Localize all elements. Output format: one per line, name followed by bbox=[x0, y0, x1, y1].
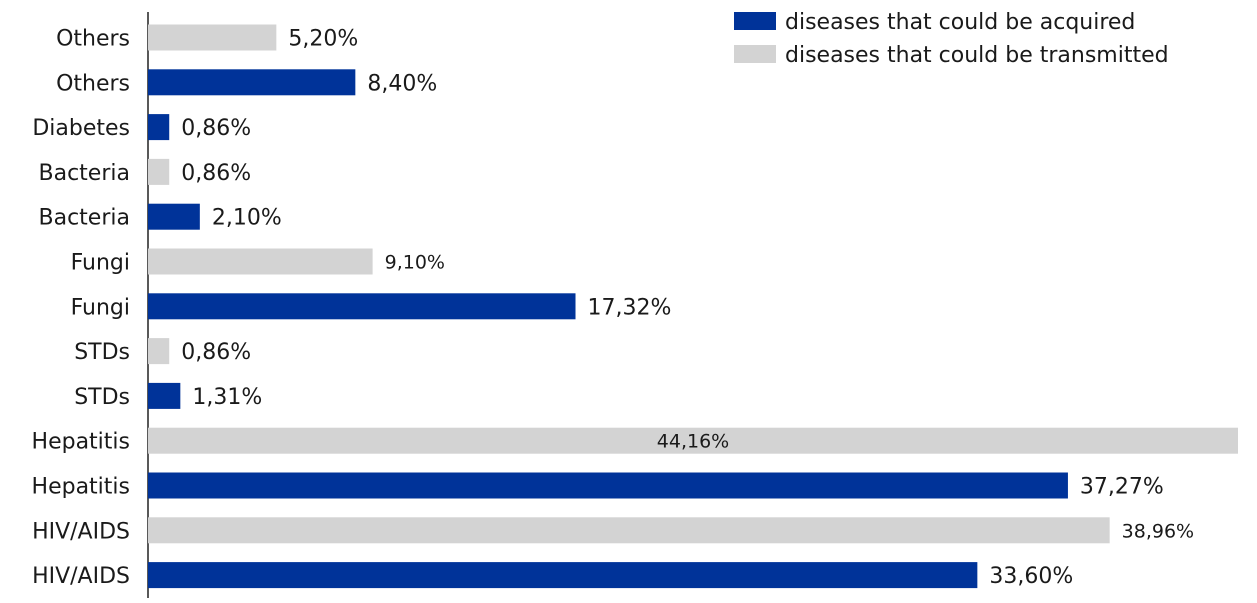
bar-transmitted bbox=[148, 248, 373, 275]
category-label: Bacteria bbox=[39, 206, 130, 231]
category-label: Hepatitis bbox=[32, 430, 130, 455]
value-label: 17,32% bbox=[588, 295, 672, 320]
category-label: STDs bbox=[74, 340, 130, 365]
bar-acquired bbox=[148, 472, 1068, 499]
value-label: 44,16% bbox=[657, 431, 729, 453]
category-label: Others bbox=[56, 71, 130, 96]
category-label: HIV/AIDS bbox=[32, 519, 130, 544]
legend-label: diseases that could be transmitted bbox=[785, 43, 1169, 68]
value-label: 33,60% bbox=[989, 564, 1073, 589]
bar-transmitted bbox=[148, 427, 1238, 454]
category-label: Fungi bbox=[71, 251, 130, 276]
bar-transmitted bbox=[148, 158, 170, 185]
value-label: 9,10% bbox=[385, 252, 445, 274]
legend-swatch-acquired bbox=[734, 12, 776, 30]
bar-acquired bbox=[148, 562, 978, 589]
bar-acquired bbox=[148, 114, 170, 141]
bar-transmitted bbox=[148, 338, 170, 365]
value-label: 2,10% bbox=[212, 206, 282, 231]
bar-acquired bbox=[148, 382, 181, 409]
value-label: 0,86% bbox=[181, 340, 251, 365]
value-label: 0,86% bbox=[181, 161, 251, 186]
value-label: 5,20% bbox=[288, 27, 358, 52]
category-label: STDs bbox=[74, 385, 130, 410]
category-label: Fungi bbox=[71, 295, 130, 320]
bars-group: Others 5,20% Others 8,40% Diabetes 0,86% Bacte… bbox=[32, 24, 1238, 589]
category-label: Hepatitis bbox=[32, 475, 130, 500]
legend-label: diseases that could be acquired bbox=[785, 10, 1135, 35]
bar-acquired bbox=[148, 203, 200, 230]
legend-swatch-transmitted bbox=[734, 45, 776, 63]
category-label: Diabetes bbox=[32, 116, 130, 141]
bar-acquired bbox=[148, 293, 576, 320]
category-label: Bacteria bbox=[39, 161, 130, 186]
category-label: HIV/AIDS bbox=[32, 564, 130, 589]
bar-transmitted bbox=[148, 24, 277, 51]
value-label: 38,96% bbox=[1122, 520, 1194, 542]
category-label: Others bbox=[56, 27, 130, 52]
legend: diseases that could be acquired diseases … bbox=[734, 10, 1169, 68]
value-label: 37,27% bbox=[1080, 475, 1164, 500]
bar-transmitted bbox=[148, 517, 1110, 544]
bar-acquired bbox=[148, 69, 356, 96]
value-label: 0,86% bbox=[181, 116, 251, 141]
value-label: 1,31% bbox=[192, 385, 262, 410]
value-label: 8,40% bbox=[367, 71, 437, 96]
